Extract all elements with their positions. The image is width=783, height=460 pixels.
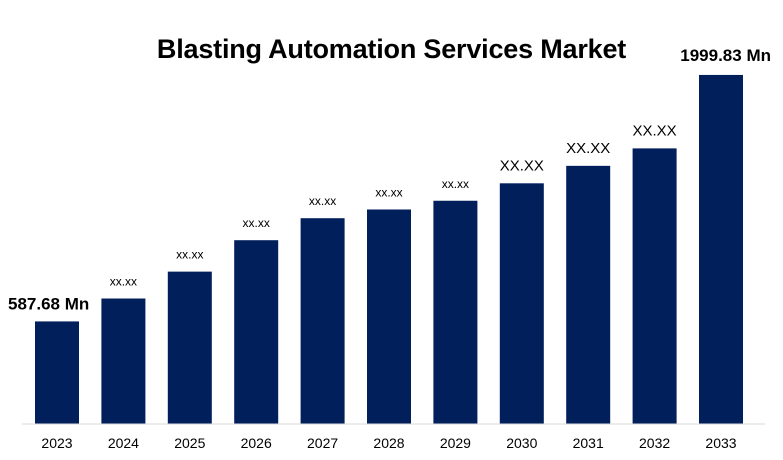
x-tick-label: 2025 [174,435,205,451]
data-label: xx.xx [243,216,270,230]
bar-2031 [566,165,611,424]
data-label: 1999.83 Mn [680,46,771,65]
data-label: xx.xx [176,248,203,262]
x-axis-ticks: 2023 2024 2025 2026 2027 2028 2029 2030 2031 2032… [41,435,736,451]
x-tick-label: 2033 [705,435,736,451]
x-tick-label: 2029 [440,435,471,451]
x-tick-label: 2026 [241,435,272,451]
data-label: XX.XX [566,140,610,157]
data-label: XX.XX [500,157,544,174]
x-tick-label: 2031 [573,435,604,451]
bar-2028 [367,209,411,424]
data-label: XX.XX [633,122,677,139]
data-label: 587.68 Mn [8,294,89,313]
bar-2023 [35,321,79,424]
bar-2026 [234,240,279,424]
bar-2033 [699,74,743,424]
x-tick-label: 2027 [307,435,338,451]
bar-group [35,74,743,424]
data-label: xx.xx [442,177,469,191]
bar-2025 [167,271,212,424]
bar-2032 [632,148,677,424]
data-label: xx.xx [309,194,336,208]
bar-2027 [300,218,345,424]
x-tick-label: 2028 [373,435,404,451]
bar-2030 [499,183,544,424]
data-label: xx.xx [110,275,137,289]
x-tick-label: 2024 [108,435,139,451]
bar-2024 [101,298,146,424]
x-tick-label: 2032 [639,435,670,451]
chart-title: Blasting Automation Services Market [156,34,627,64]
data-label: xx.xx [375,185,402,199]
data-labels: 587.68 Mn xx.xx xx.xx xx.xx xx.xx xx.xx xx.xx X… [8,46,771,313]
bar-2029 [433,200,478,424]
x-tick-label: 2023 [41,435,72,451]
x-tick-label: 2030 [506,435,537,451]
